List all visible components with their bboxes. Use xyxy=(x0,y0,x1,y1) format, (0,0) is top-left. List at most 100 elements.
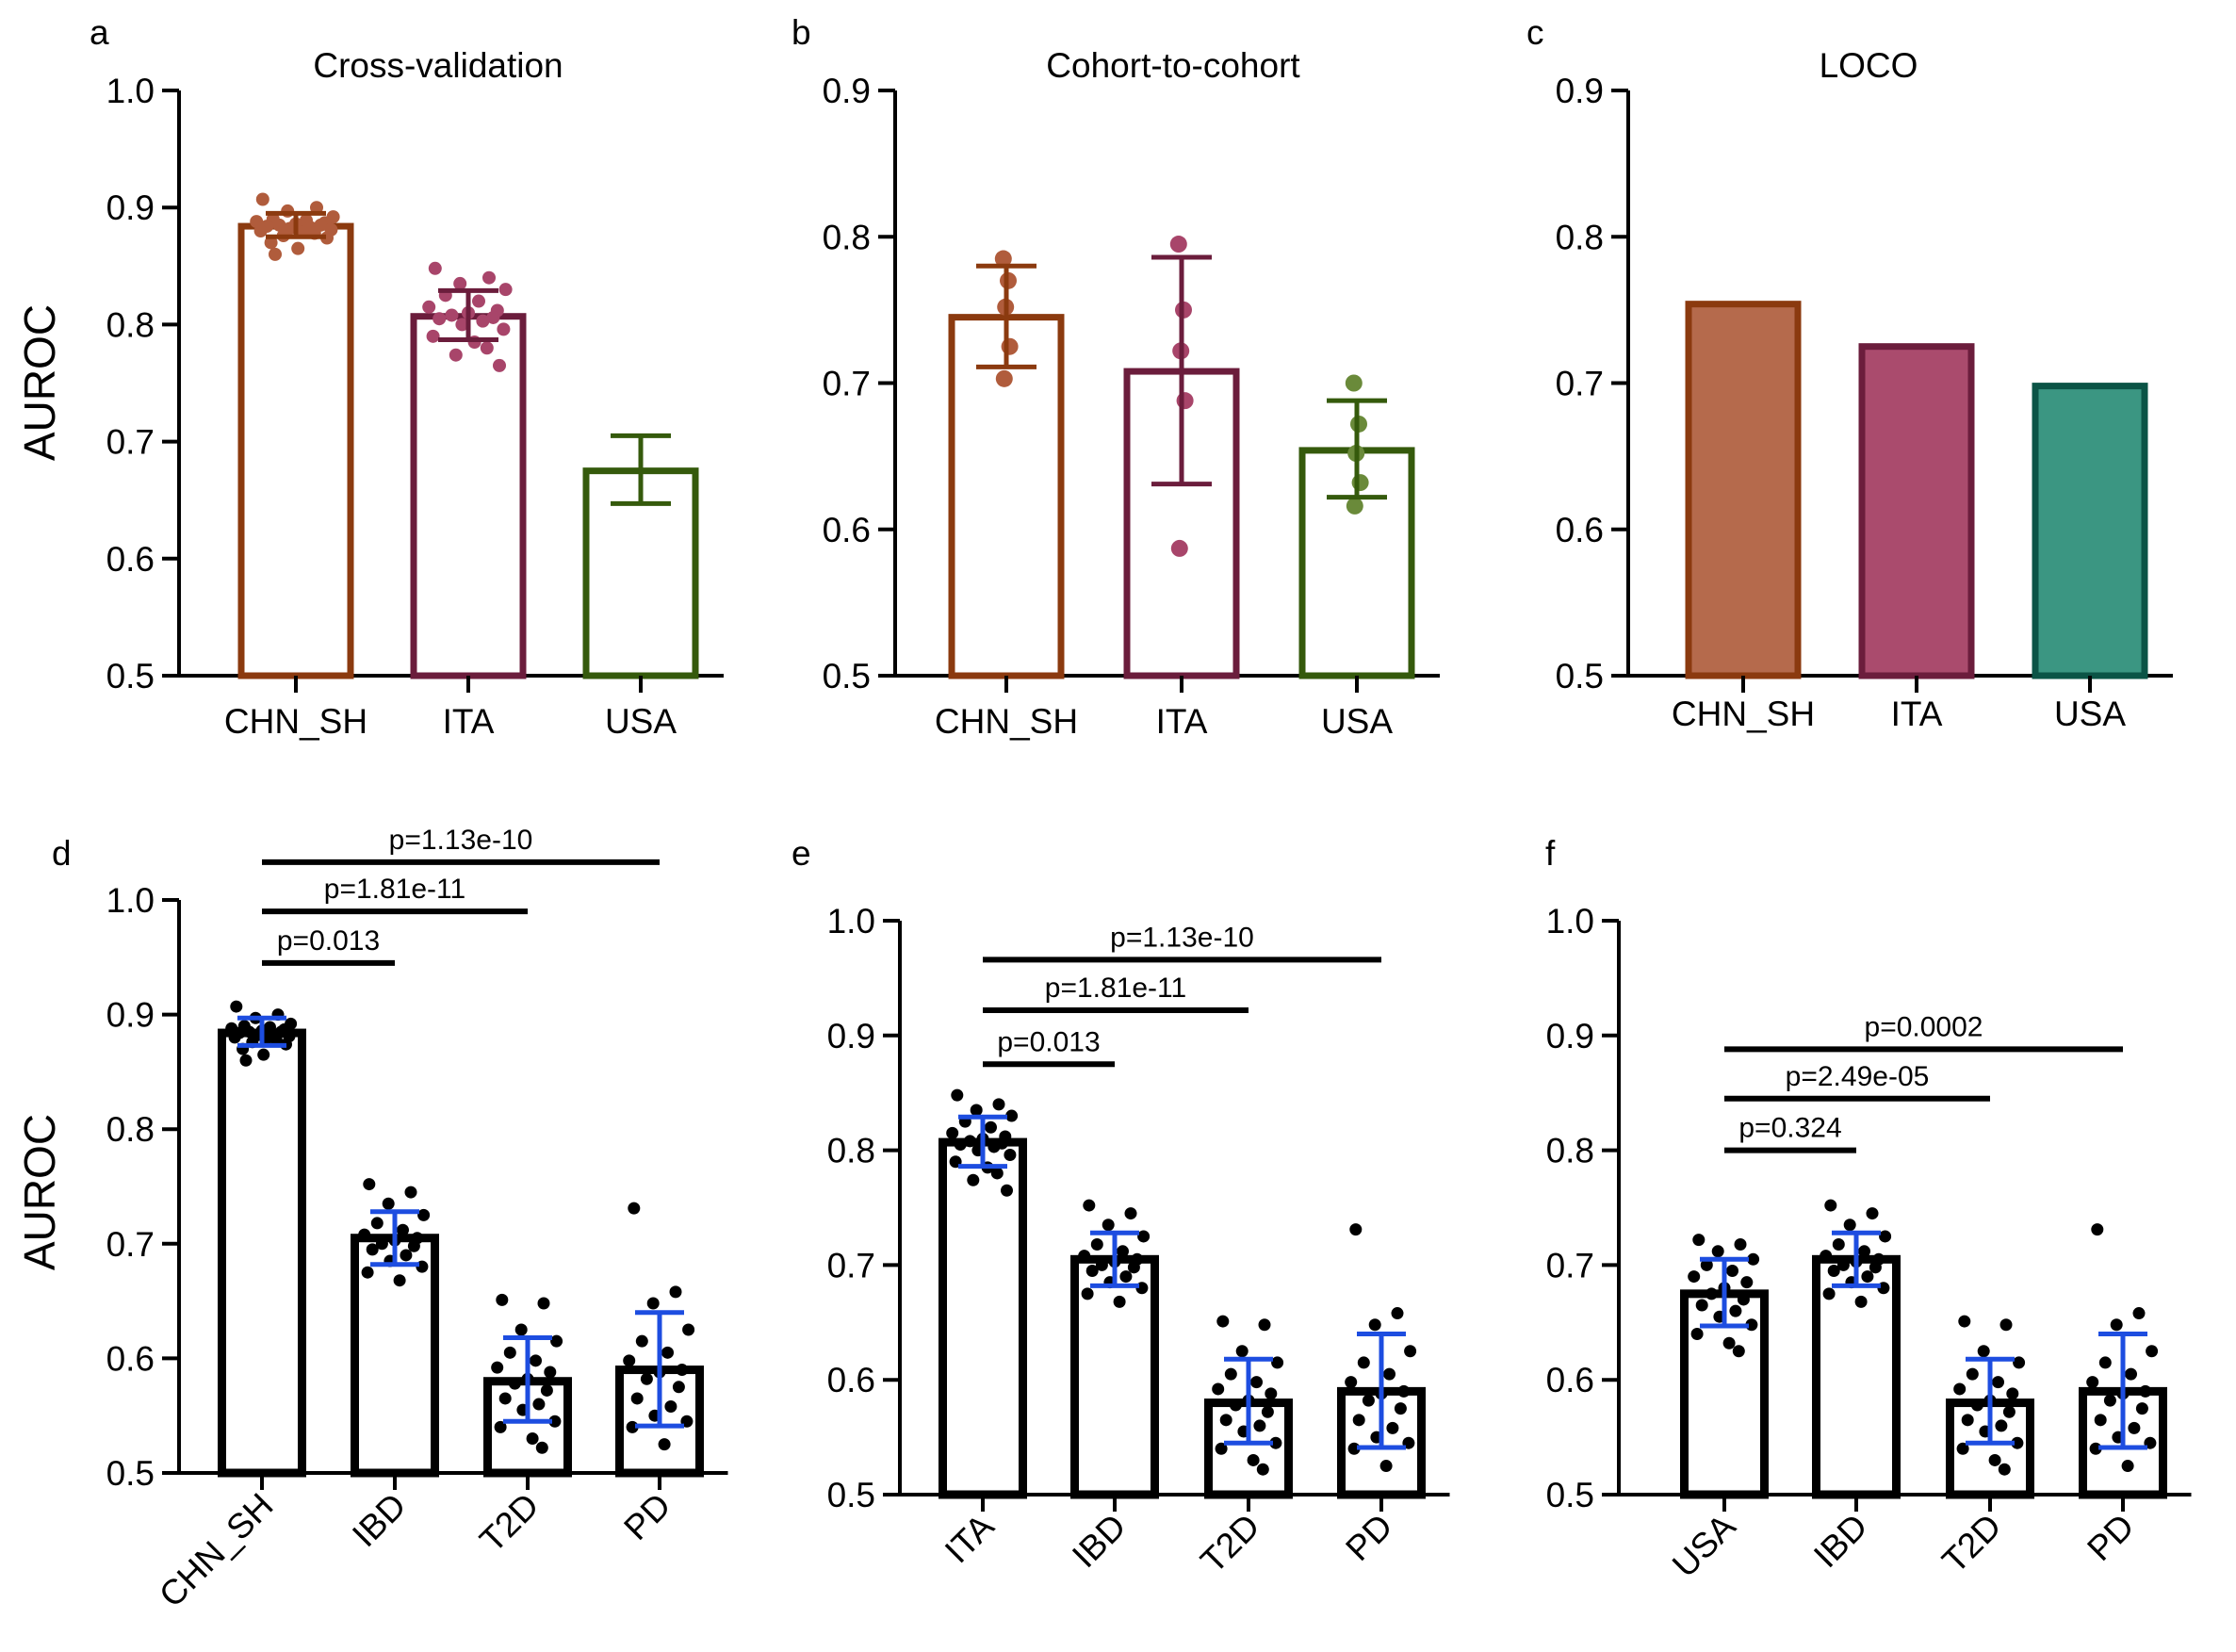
data-point xyxy=(1740,1276,1754,1289)
data-point xyxy=(422,300,436,314)
data-point xyxy=(967,1173,980,1186)
p-value-label: p=1.81e-11 xyxy=(1045,973,1186,1004)
y-axis-label: AUROC xyxy=(15,304,64,461)
y-tick-label: 0.9 xyxy=(106,188,155,227)
data-point xyxy=(661,1346,674,1359)
data-point xyxy=(1224,1367,1237,1381)
data-point xyxy=(1261,1405,1274,1418)
data-point xyxy=(491,1361,504,1374)
data-point xyxy=(1861,1270,1874,1284)
y-tick-label: 0.9 xyxy=(106,996,155,1035)
data-point xyxy=(990,1167,1004,1180)
data-point xyxy=(537,1297,550,1310)
data-point xyxy=(1958,1315,1971,1328)
data-point xyxy=(1832,1237,1845,1251)
y-tick-label: 0.9 xyxy=(827,1017,875,1055)
data-point xyxy=(417,1208,431,1221)
y-tick-label: 0.7 xyxy=(1556,365,1604,403)
y-tick-label: 0.5 xyxy=(1546,1476,1594,1514)
data-point xyxy=(1113,1295,1126,1308)
data-point xyxy=(1836,1258,1850,1271)
data-point xyxy=(640,1372,653,1385)
y-tick-label: 0.5 xyxy=(823,657,871,695)
y-tick-label: 0.7 xyxy=(827,1246,875,1284)
data-point xyxy=(1747,1252,1760,1266)
data-point xyxy=(535,1441,548,1454)
p-value-label: p=0.013 xyxy=(277,925,380,957)
data-point xyxy=(269,1033,283,1046)
data-point xyxy=(2125,1367,2137,1381)
p-value-label: p=0.013 xyxy=(997,1026,1100,1057)
y-tick-label: 0.6 xyxy=(106,1339,155,1378)
p-value-label: p=1.13e-10 xyxy=(389,825,533,856)
data-point xyxy=(230,1000,243,1013)
data-point xyxy=(1001,1184,1013,1197)
data-point xyxy=(382,1197,395,1210)
data-point xyxy=(1394,1402,1407,1415)
data-point xyxy=(2110,1318,2123,1332)
data-point xyxy=(946,1126,959,1139)
y-tick-label: 0.8 xyxy=(106,1110,155,1149)
data-point xyxy=(1866,1207,1879,1220)
data-point xyxy=(1737,1293,1750,1306)
data-point xyxy=(1999,1318,2013,1332)
data-point xyxy=(2091,1223,2104,1236)
data-point xyxy=(2128,1421,2141,1434)
data-point xyxy=(253,224,268,238)
panel-b: b Cohort-to-cohort 0.5 0.6 0.7 0.8 0.9 CHN_SH IT… xyxy=(792,13,1440,741)
data-point xyxy=(987,1140,1001,1153)
y-tick-label: 0.8 xyxy=(1546,1132,1594,1170)
data-point xyxy=(1216,1315,1230,1328)
data-point xyxy=(455,318,469,332)
x-tick-label: PD xyxy=(1338,1507,1399,1568)
data-point xyxy=(503,1346,516,1359)
data-point xyxy=(1250,1376,1263,1389)
y-tick-label: 0.6 xyxy=(1546,1361,1594,1399)
p-value-label: p=0.0002 xyxy=(1865,1011,1983,1042)
y-tick-label: 0.7 xyxy=(1546,1246,1594,1284)
data-point xyxy=(2013,1356,2026,1369)
data-point xyxy=(1349,1223,1363,1236)
data-point xyxy=(2121,1460,2134,1473)
data-point xyxy=(480,341,494,355)
data-point xyxy=(2011,1436,2024,1449)
data-point xyxy=(1345,1376,1358,1389)
data-point xyxy=(1095,1258,1108,1271)
panel-letter: b xyxy=(792,13,811,52)
data-point xyxy=(1732,1345,1745,1358)
data-point xyxy=(2086,1376,2099,1389)
y-tick-label: 1.0 xyxy=(827,902,875,940)
y-tick-label: 0.8 xyxy=(827,1132,875,1170)
chart-title: Cross-validation xyxy=(313,46,563,85)
data-point xyxy=(1362,1394,1375,1407)
x-tick-label: CHN_SH xyxy=(935,702,1078,741)
data-point xyxy=(2098,1356,2112,1369)
y-tick-label: 0.7 xyxy=(106,423,155,462)
data-point xyxy=(1961,1414,1974,1427)
data-point xyxy=(970,1104,983,1117)
data-point xyxy=(1854,1295,1868,1308)
data-point xyxy=(1127,1261,1140,1274)
data-point xyxy=(494,1420,507,1433)
bar-chn_sh xyxy=(237,222,354,679)
p-value-label: p=2.49e-05 xyxy=(1786,1061,1930,1092)
data-point xyxy=(646,1297,660,1310)
data-point xyxy=(1824,1199,1837,1212)
data-point xyxy=(550,1334,563,1348)
x-tick-label: IBD xyxy=(1065,1507,1134,1576)
x-tick-label: CHN_SH xyxy=(152,1486,281,1615)
data-point xyxy=(1345,374,1363,392)
data-point xyxy=(1004,1148,1017,1161)
data-point xyxy=(1137,1230,1151,1243)
data-point xyxy=(1212,1382,1225,1396)
data-point xyxy=(676,1364,689,1377)
data-point xyxy=(664,1399,677,1413)
data-point xyxy=(1705,1287,1718,1300)
y-tick-label: 1.0 xyxy=(106,72,155,110)
data-point xyxy=(630,1392,644,1405)
data-point xyxy=(1001,337,1019,355)
data-point xyxy=(1269,1436,1282,1449)
panel-d: d AUROC 0.5 0.6 0.7 0.8 0.9 1.0 CHN_SH IBD T2D PD p=… xyxy=(15,825,728,1614)
data-point xyxy=(1734,1237,1747,1251)
data-point xyxy=(548,1415,562,1428)
